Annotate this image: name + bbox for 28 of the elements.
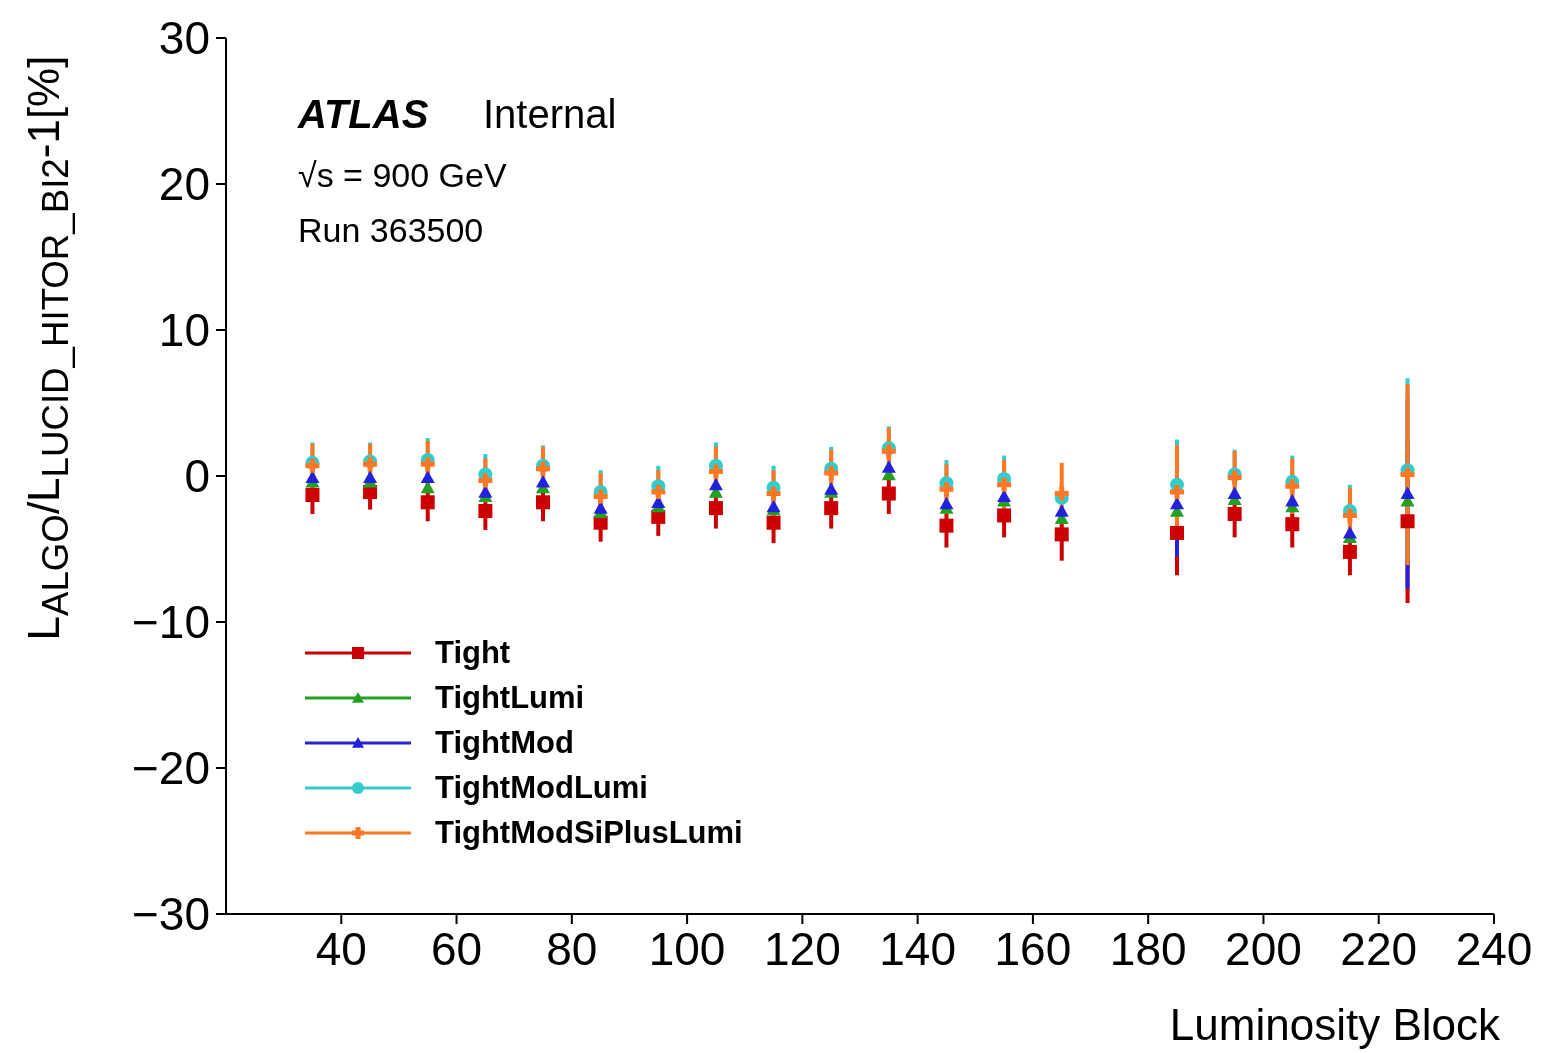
annotation: √s = 900 GeV bbox=[298, 156, 507, 194]
y-tick-label: −30 bbox=[131, 888, 210, 941]
y-tick-label: 20 bbox=[158, 158, 210, 211]
legend-label: TightModSiPlusLumi bbox=[435, 814, 743, 851]
x-tick-label: 60 bbox=[430, 922, 483, 975]
x-tick-label: 160 bbox=[994, 922, 1072, 975]
x-tick-label: 180 bbox=[1109, 922, 1187, 975]
legend-label: TightModLumi bbox=[435, 769, 648, 806]
legend-label: TightMod bbox=[435, 724, 574, 761]
legend-label: TightLumi bbox=[435, 679, 585, 716]
annotation: ATLAS bbox=[298, 92, 429, 136]
annotation: Internal bbox=[483, 92, 617, 136]
x-axis-title: Luminosity Block bbox=[1169, 1000, 1500, 1049]
x-tick-label: 100 bbox=[648, 922, 726, 975]
legend-label: Tight bbox=[435, 634, 511, 671]
x-tick-label: 80 bbox=[546, 922, 598, 975]
y-tick-label: 30 bbox=[158, 12, 210, 65]
x-tick-label: 220 bbox=[1340, 922, 1418, 975]
y-tick-label: 10 bbox=[158, 304, 210, 357]
x-tick-label: 200 bbox=[1225, 922, 1302, 975]
y-tick-label: −20 bbox=[131, 742, 210, 795]
y-tick-label: −10 bbox=[131, 596, 210, 649]
x-tick-label: 240 bbox=[1455, 922, 1533, 975]
x-tick-label: 40 bbox=[315, 922, 367, 975]
y-tick-label: 0 bbox=[184, 450, 210, 503]
x-tick-label: 140 bbox=[879, 922, 957, 975]
annotation: Run 363500 bbox=[298, 211, 484, 249]
x-tick-label: 120 bbox=[763, 922, 841, 975]
